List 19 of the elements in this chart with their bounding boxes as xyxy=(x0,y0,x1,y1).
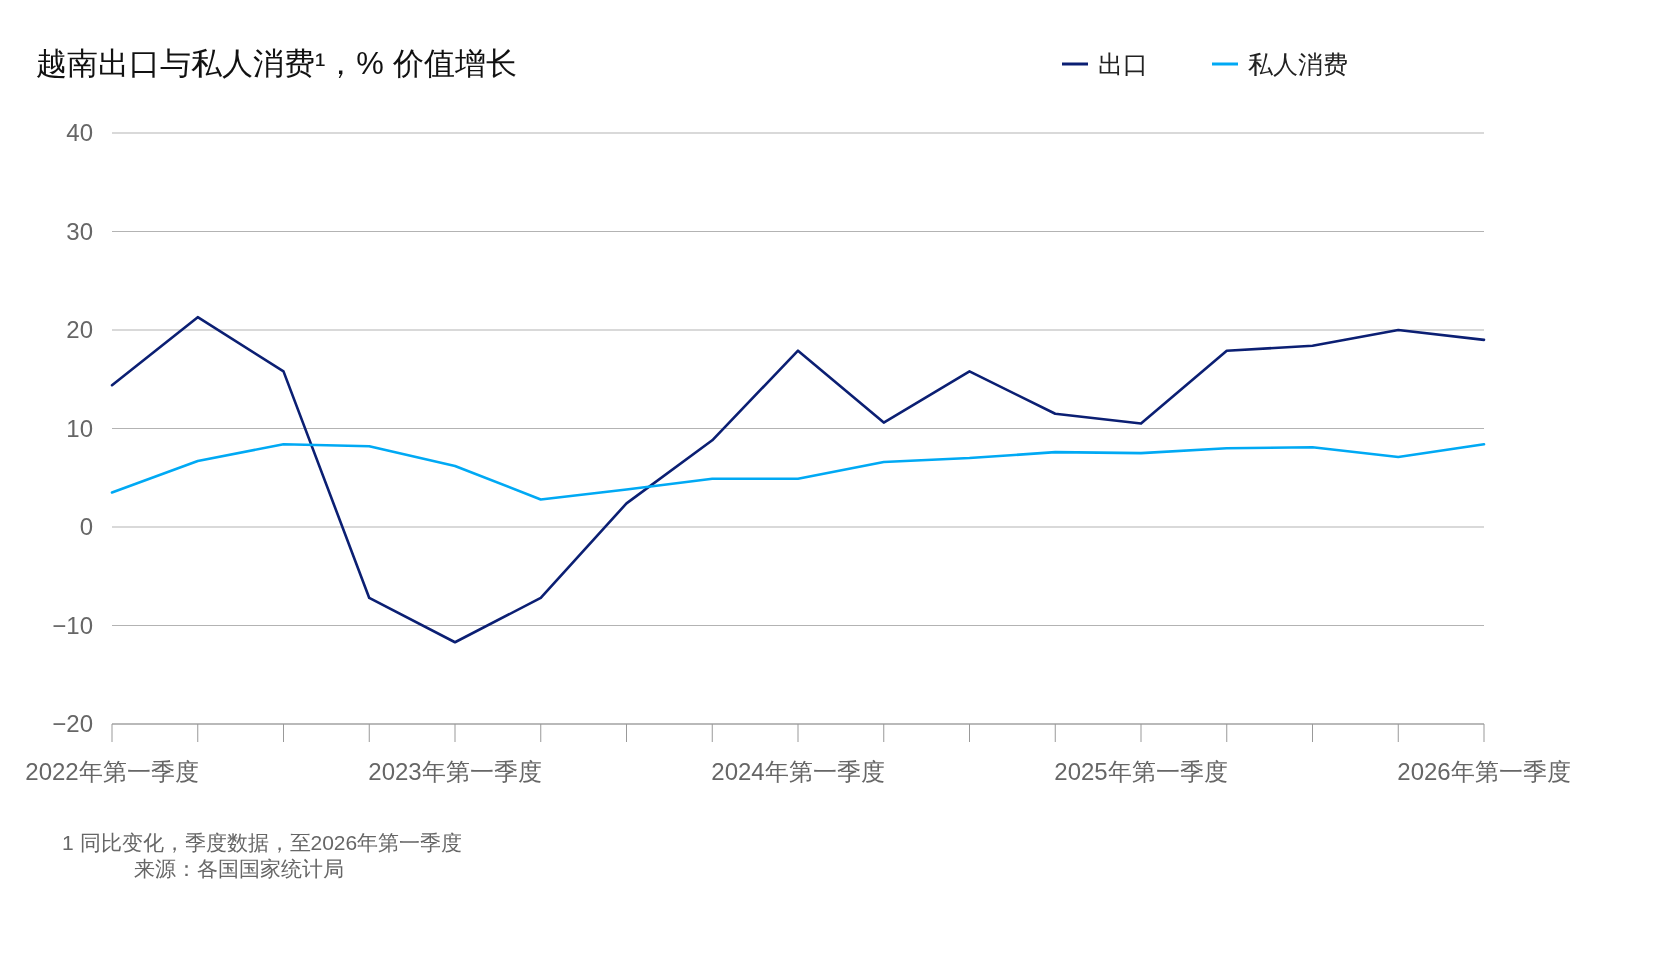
y-tick-label: 0 xyxy=(79,513,93,540)
line-series xyxy=(110,442,1486,501)
chart-title: 越南出口与私人消费¹，% 价值增长 xyxy=(36,46,517,81)
source-note: 来源：各国国家统计局 xyxy=(134,857,344,880)
x-tick-label: 2023年第一季度 xyxy=(368,758,542,785)
line-series xyxy=(110,315,1486,644)
legend-label: 私人消费 xyxy=(1248,50,1348,78)
x-tick-label: 2022年第一季度 xyxy=(25,758,199,785)
legend-label: 出口 xyxy=(1098,50,1148,78)
y-tick-label: 20 xyxy=(66,316,93,343)
x-tick-label: 2025年第一季度 xyxy=(1054,758,1228,785)
y-tick-label: −20 xyxy=(52,710,93,737)
y-tick-label: −10 xyxy=(52,611,93,639)
x-tick-label: 2024年第一季度 xyxy=(711,758,885,785)
y-tick-label: 40 xyxy=(66,119,93,146)
y-tick-label: 30 xyxy=(66,217,93,245)
x-tick-label: 2026年第一季度 xyxy=(1397,758,1571,785)
y-tick-label: 10 xyxy=(66,414,93,442)
text: 1 同比变化，季度数据，至2026年第一季度 xyxy=(62,831,463,854)
